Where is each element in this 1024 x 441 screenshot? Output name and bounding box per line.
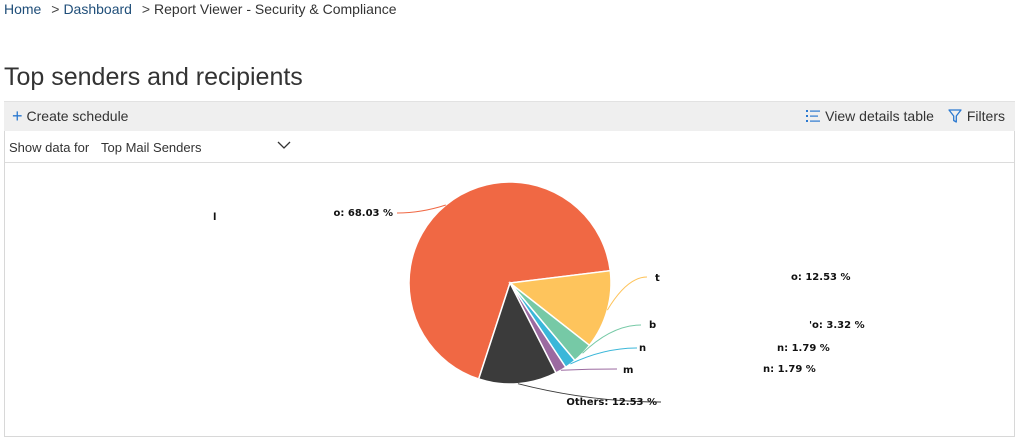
filter-row: Show data for Top Mail Senders: [5, 131, 1014, 163]
slice-label: n: 1.79 %: [763, 364, 816, 375]
redacted-label-fragment: l: [213, 212, 216, 223]
toolbar: + Create schedule View details table Fil…: [4, 101, 1015, 131]
leader-lines: [396, 204, 662, 403]
list-icon: [806, 110, 821, 122]
slice-label: Others: 12.53 %: [566, 397, 657, 408]
redacted-label-fragment: b: [649, 320, 656, 331]
view-details-table-button[interactable]: View details table: [806, 108, 934, 124]
filter-icon: [948, 109, 962, 123]
show-data-for-label: Show data for: [9, 140, 90, 155]
leader-line: [560, 368, 618, 371]
slice-labels: o: 68.03 % o: 12.53 % 'o: 3.32 % n: 1.79 % n…: [334, 208, 865, 408]
view-details-label: View details table: [825, 108, 934, 124]
leader-line: [606, 276, 648, 311]
slice-label: o: 12.53 %: [791, 272, 850, 283]
filters-label: Filters: [966, 108, 1005, 124]
redacted-label-fragment: t: [655, 273, 660, 284]
plus-icon: +: [12, 106, 23, 126]
leader-line: [570, 347, 638, 365]
redacted-label-fragments: l t b nm: [213, 212, 660, 376]
filters-button[interactable]: Filters: [948, 108, 1005, 124]
breadcrumb-home-link[interactable]: Home: [4, 1, 42, 17]
leader-line: [396, 204, 446, 214]
create-schedule-label: Create schedule: [26, 108, 129, 124]
leader-line: [517, 383, 662, 403]
breadcrumb-current: Report Viewer - Security & Compliance: [154, 1, 397, 17]
breadcrumb: Home > Dashboard > Report Viewer - Securit…: [4, 1, 397, 17]
breadcrumb-separator: >: [51, 1, 60, 17]
slice-label: n: 1.79 %: [777, 343, 830, 354]
breadcrumb-separator: >: [141, 1, 151, 17]
redacted-label-fragment: n: [639, 343, 646, 354]
report-panel: Show data for Top Mail Senders o: 68.03 …: [4, 131, 1015, 437]
breadcrumb-dashboard-link[interactable]: Dashboard: [63, 1, 132, 17]
chevron-down-icon: [277, 141, 291, 149]
page-title: Top senders and recipients: [4, 62, 303, 91]
pie-slices: [408, 181, 612, 385]
slice-label: o: 68.03 %: [334, 208, 393, 219]
redacted-label-fragment: m: [623, 365, 633, 376]
create-schedule-button[interactable]: + Create schedule: [12, 106, 129, 126]
pie-chart: o: 68.03 % o: 12.53 % 'o: 3.32 % n: 1.79 % n…: [213, 181, 865, 408]
show-data-select[interactable]: Top Mail Senders: [101, 136, 291, 158]
leader-line: [582, 324, 642, 354]
selected-value: Top Mail Senders: [101, 140, 202, 155]
slice-label: 'o: 3.32 %: [809, 320, 865, 331]
